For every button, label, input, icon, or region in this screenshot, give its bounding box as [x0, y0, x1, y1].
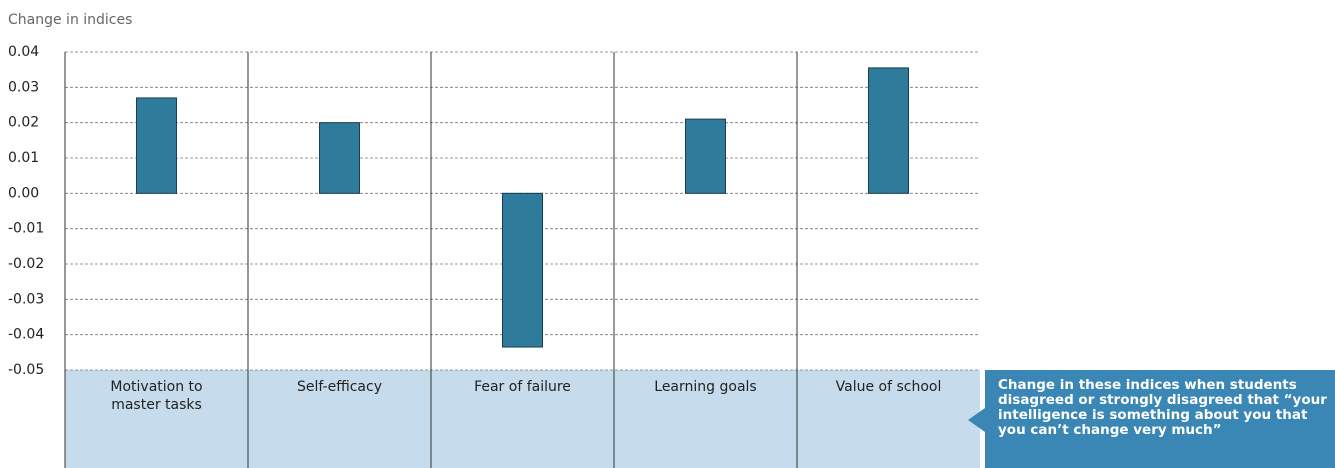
x-tick-label: Self-efficacy [296, 379, 382, 395]
bar [868, 67, 909, 194]
annotation: Change in these indices when students di… [998, 377, 1327, 438]
y-tick-label: -0.04 [8, 327, 44, 343]
category-panel [65, 370, 980, 468]
callout-box [968, 370, 1335, 468]
y-tick-label: -0.01 [8, 221, 44, 237]
y-tick-label: 0.02 [8, 115, 39, 131]
y-tick-label: 0.04 [8, 44, 39, 60]
y-axis-label: Change in indices [8, 12, 133, 28]
y-tick-label: 0.01 [8, 150, 39, 166]
x-tick-label: Fear of failure [474, 379, 571, 395]
bar [502, 192, 543, 348]
y-tick-label: -0.03 [8, 291, 44, 307]
bar [319, 122, 360, 194]
x-tick-label: Learning goals [654, 379, 757, 395]
x-tick-label: Motivation to master tasks [110, 379, 203, 413]
x-tick-label: Value of school [835, 379, 942, 395]
y-tick-label: -0.02 [8, 256, 44, 272]
y-tick-label: 0.00 [8, 185, 39, 201]
bar [685, 118, 726, 194]
bar [136, 97, 177, 194]
y-tick-label: -0.05 [8, 362, 44, 378]
y-tick-label: 0.03 [8, 79, 39, 95]
